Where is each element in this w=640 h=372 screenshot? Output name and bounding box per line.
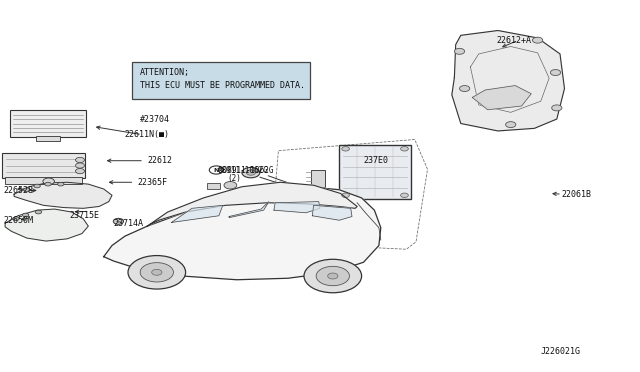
Polygon shape (229, 202, 269, 218)
Circle shape (45, 182, 51, 186)
Circle shape (24, 188, 30, 192)
Circle shape (13, 217, 19, 221)
Polygon shape (172, 205, 223, 222)
Polygon shape (104, 187, 381, 280)
Text: 22612: 22612 (147, 156, 172, 165)
Circle shape (209, 166, 223, 174)
Circle shape (152, 269, 162, 275)
Circle shape (342, 193, 349, 198)
Polygon shape (147, 182, 357, 226)
Bar (10, 110, 86, 137)
Text: 22061B: 22061B (562, 190, 592, 199)
Circle shape (140, 263, 173, 282)
Circle shape (401, 193, 408, 198)
Circle shape (316, 266, 349, 286)
Circle shape (328, 273, 338, 279)
Text: 237E0: 237E0 (364, 156, 388, 165)
Circle shape (76, 163, 84, 168)
Text: 22650M: 22650M (3, 216, 33, 225)
Text: 22365F: 22365F (138, 178, 168, 187)
Text: (2): (2) (227, 174, 241, 183)
Circle shape (22, 213, 29, 217)
Circle shape (550, 70, 561, 76)
Text: J226021G: J226021G (541, 347, 581, 356)
Text: 08911-1062G: 08911-1062G (218, 166, 268, 175)
Text: 22612+A: 22612+A (496, 36, 531, 45)
Text: ®08911-1062G: ®08911-1062G (218, 166, 273, 175)
Circle shape (460, 86, 470, 92)
Circle shape (242, 167, 260, 178)
Circle shape (76, 169, 84, 174)
Polygon shape (274, 202, 320, 213)
Text: N: N (214, 167, 219, 173)
Text: 23714A: 23714A (114, 219, 144, 228)
Circle shape (128, 256, 186, 289)
Polygon shape (472, 86, 531, 110)
Bar (339, 145, 411, 199)
Circle shape (35, 210, 42, 214)
Circle shape (34, 184, 40, 188)
Circle shape (113, 218, 124, 224)
Circle shape (58, 182, 64, 186)
Circle shape (342, 147, 349, 151)
Text: #23704: #23704 (140, 115, 170, 124)
Polygon shape (14, 182, 112, 208)
Polygon shape (5, 209, 88, 241)
Bar (36, 136, 60, 141)
Circle shape (532, 37, 543, 43)
Circle shape (246, 170, 255, 175)
Text: 23715E: 23715E (69, 211, 99, 220)
Circle shape (454, 48, 465, 54)
Bar (207, 183, 220, 189)
Text: ATTENTION;
THIS ECU MUST BE PROGRAMMED DATA.: ATTENTION; THIS ECU MUST BE PROGRAMMED D… (140, 68, 305, 90)
Bar (2, 153, 85, 177)
Circle shape (401, 147, 408, 151)
Circle shape (506, 122, 516, 128)
Circle shape (43, 178, 54, 185)
Circle shape (552, 105, 562, 111)
Circle shape (304, 259, 362, 293)
Polygon shape (452, 31, 564, 131)
Bar (5, 177, 82, 184)
FancyBboxPatch shape (132, 62, 310, 99)
Circle shape (76, 157, 84, 163)
Text: 22611N(■): 22611N(■) (125, 130, 170, 139)
Polygon shape (312, 205, 352, 220)
Circle shape (224, 182, 237, 189)
Bar (311, 170, 325, 187)
Text: 226528: 226528 (3, 186, 33, 195)
